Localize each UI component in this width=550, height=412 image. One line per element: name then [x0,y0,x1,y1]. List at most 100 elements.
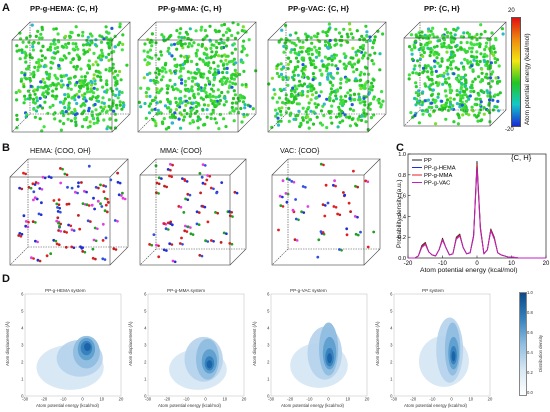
atom-dot [286,62,290,66]
atom-dot [26,89,30,93]
atom-dot [224,58,228,62]
atom-dot [118,90,122,94]
atom-dot [209,98,213,103]
atom-dot [310,93,315,97]
atom-dot [33,92,37,96]
atom-dot [149,38,153,43]
atom-dot [355,29,359,33]
atom-dot [19,37,23,41]
atom-dot [159,50,163,54]
atom-dot [203,86,207,90]
atom-dot [160,120,165,124]
atom-dot [214,50,218,54]
atom-dot [222,76,227,80]
atom-dot [209,66,213,70]
atom-dot [247,38,251,42]
density-ytick-label: 5 [267,309,270,314]
atom-dot [25,45,29,49]
atom-dot [111,99,115,103]
atom-dot [96,74,100,78]
atom-dot [293,68,297,72]
atom-dot [195,54,199,58]
atom-dot [190,85,194,89]
atom-dot [320,123,324,127]
atom-dot [34,109,39,113]
density-ytick-label: 1 [21,377,24,382]
atom-dot [231,72,235,76]
atom-dot [92,121,96,125]
atom-dot [182,108,187,113]
atom-dot [143,101,147,106]
atom-dot [193,76,197,80]
atom-dot [92,73,96,77]
atom-dot [241,60,245,65]
atom-dot [168,78,172,82]
atom-dot [279,113,283,117]
density-xtick-label: 20 [488,397,493,402]
atom-dot [230,33,234,38]
atom-dot [321,64,325,68]
atom-dot [231,96,236,101]
atom-dot [325,69,329,73]
atom-dot [218,94,222,98]
atom-dot [43,100,47,104]
atom-dot [173,111,177,115]
atom-dot [85,90,90,94]
atom-dot [314,105,318,109]
atom-dot [216,102,220,106]
atom-dot [311,59,315,63]
atom-dot [79,104,83,108]
atom-dot [40,54,45,58]
atom-dot [344,94,348,98]
atom-dot [198,57,202,61]
atom-dot [67,101,71,105]
atom-dot [184,103,188,107]
atom-dot [212,61,216,65]
panel-d-colorbar-tick: 0.6 [527,330,533,335]
density-xtick-label: -10 [60,397,67,402]
atom-dot [115,106,119,110]
atom-dot [297,50,301,54]
atom-dot [332,53,336,57]
atom-dot [305,35,309,39]
atom-dot [66,86,70,90]
atom-dot [179,54,183,58]
atom-dot [276,116,280,120]
atom-dot [203,123,207,127]
atom-dot [309,109,313,113]
atom-dot [92,51,96,56]
atom-dot [358,73,362,77]
atom-dot [325,97,329,101]
atom-dot [373,51,377,55]
atom-dot [223,96,227,100]
atom-dot [446,72,450,76]
atom-dot [20,71,24,75]
atom-dot [176,104,180,108]
atom-dot [104,82,109,86]
atom-dot [180,36,184,40]
atom-dot [42,86,46,90]
atom-dot [181,66,186,70]
atom-dot [121,42,125,47]
density-xtick-label: -20 [410,397,417,402]
density-ytick-label: 1 [267,377,270,382]
atom-dot [154,71,158,75]
atom-dot [200,44,204,48]
density-ytick-label: 3 [21,343,24,348]
atom-dot [168,52,172,56]
atom-dot [82,109,86,113]
atom-dot [166,97,170,102]
atom-dot [325,126,329,130]
atom-dot [29,84,33,88]
atom-dot [300,69,304,73]
atom-dot [122,103,126,107]
atom-dot [110,57,114,61]
simulation-box-3 [267,21,387,133]
atom-dot [177,35,181,39]
density-ytick-label: 2 [21,360,24,365]
atom-dot [183,83,187,87]
atom-dot [151,117,155,122]
atom-dot [163,104,168,108]
atom-dot [60,44,64,49]
atom-dot [100,48,104,53]
